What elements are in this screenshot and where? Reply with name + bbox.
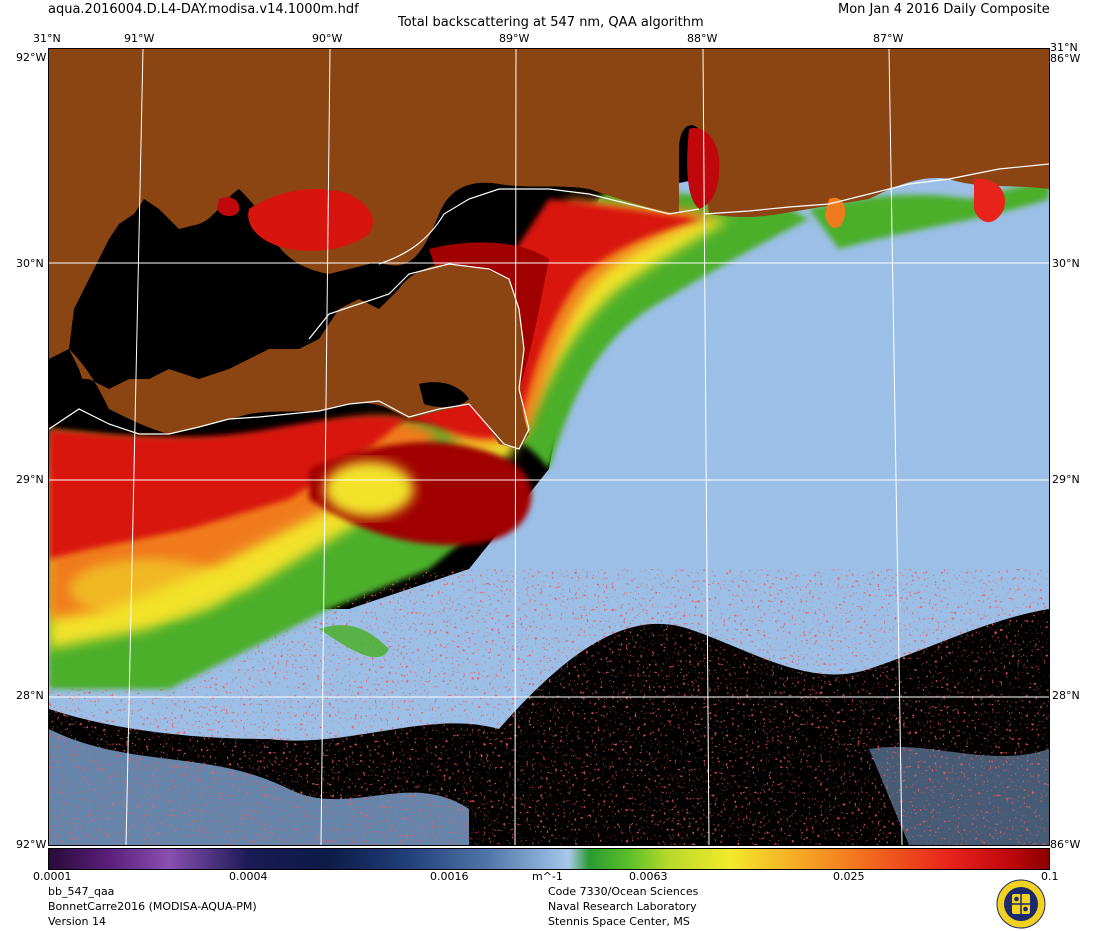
colorbar-tick-1: 0.0004: [229, 870, 268, 883]
corner-lon-bottom-right: 86°W: [1050, 838, 1081, 851]
map-panel[interactable]: [48, 48, 1050, 846]
meridian-87w: [888, 49, 903, 845]
coastline: [49, 163, 1049, 450]
corner-lon-top-left: 92°W: [16, 51, 47, 64]
colorbar: [48, 848, 1050, 870]
lat-label-29n-left: 29°N: [16, 473, 44, 486]
lat-label-28n-left: 28°N: [16, 689, 44, 702]
corner-lon-bottom-left: 92°W: [16, 838, 47, 851]
map-title: Total backscattering at 547 nm, QAA algo…: [398, 15, 704, 30]
bay-orange: [825, 197, 846, 229]
plume-green-patch: [319, 625, 389, 658]
corner-lat-top-left: 31°N: [33, 32, 61, 45]
colorbar-tick-4: 0.0063: [629, 870, 668, 883]
nrl-logo-icon: [996, 879, 1046, 929]
land-mass-south: [49, 264, 529, 449]
meridian-90w: [320, 49, 331, 845]
colorbar-tick-5: 0.025: [833, 870, 865, 883]
org-line-2: Naval Research Laboratory: [548, 900, 697, 913]
lon-label-87w: 87°W: [873, 32, 904, 45]
org-line-3: Stennis Space Center, MS: [548, 915, 690, 928]
version-label: Version 14: [48, 915, 106, 928]
lake-small: [217, 197, 240, 217]
lat-label-30n-right: 30°N: [1052, 257, 1080, 270]
meridian-91w: [125, 49, 144, 845]
lat-label-30n-left: 30°N: [16, 257, 44, 270]
plume-yellow-west: [69, 559, 229, 619]
meridian-89w: [514, 49, 517, 845]
lake-pontchartrain: [248, 189, 373, 251]
lon-label-90w: 90°W: [312, 32, 343, 45]
filename-label: aqua.2016004.D.L4-DAY.modisa.v14.1000m.h…: [48, 2, 359, 17]
org-line-1: Code 7330/Ocean Sciences: [548, 885, 699, 898]
mobile-bay: [687, 128, 720, 209]
colorbar-unit: m^-1: [532, 870, 563, 883]
colorbar-tick-6: 0.1: [1041, 870, 1059, 883]
inland-water-dark-3: [257, 315, 288, 337]
lat-label-29n-right: 29°N: [1052, 473, 1080, 486]
lon-label-91w: 91°W: [124, 32, 155, 45]
meridian-88w: [702, 49, 710, 845]
colorbar-tick-0: 0.0001: [33, 870, 72, 883]
inland-water-dark: [49, 349, 89, 409]
product-label: bb_547_qaa: [48, 885, 115, 898]
corner-lon-top-right: 86°W: [1050, 52, 1081, 65]
colorbar-tick-2: 0.0016: [430, 870, 469, 883]
satellite-map: [49, 49, 1049, 845]
plume-yellow-eddy: [324, 461, 414, 517]
graticule: [49, 49, 1049, 845]
lon-label-88w: 88°W: [687, 32, 718, 45]
corner-lat-top-right: 31°N: [1050, 41, 1078, 54]
bay-east: [974, 178, 1005, 223]
date-label: Mon Jan 4 2016 Daily Composite: [838, 2, 1050, 17]
lat-label-28n-right: 28°N: [1052, 689, 1080, 702]
land-mass: [49, 49, 1049, 369]
inland-water-dark-2: [419, 382, 469, 408]
dataset-label: BonnetCarre2016 (MODISA-AQUA-PM): [48, 900, 257, 913]
lon-label-89w: 89°W: [499, 32, 530, 45]
